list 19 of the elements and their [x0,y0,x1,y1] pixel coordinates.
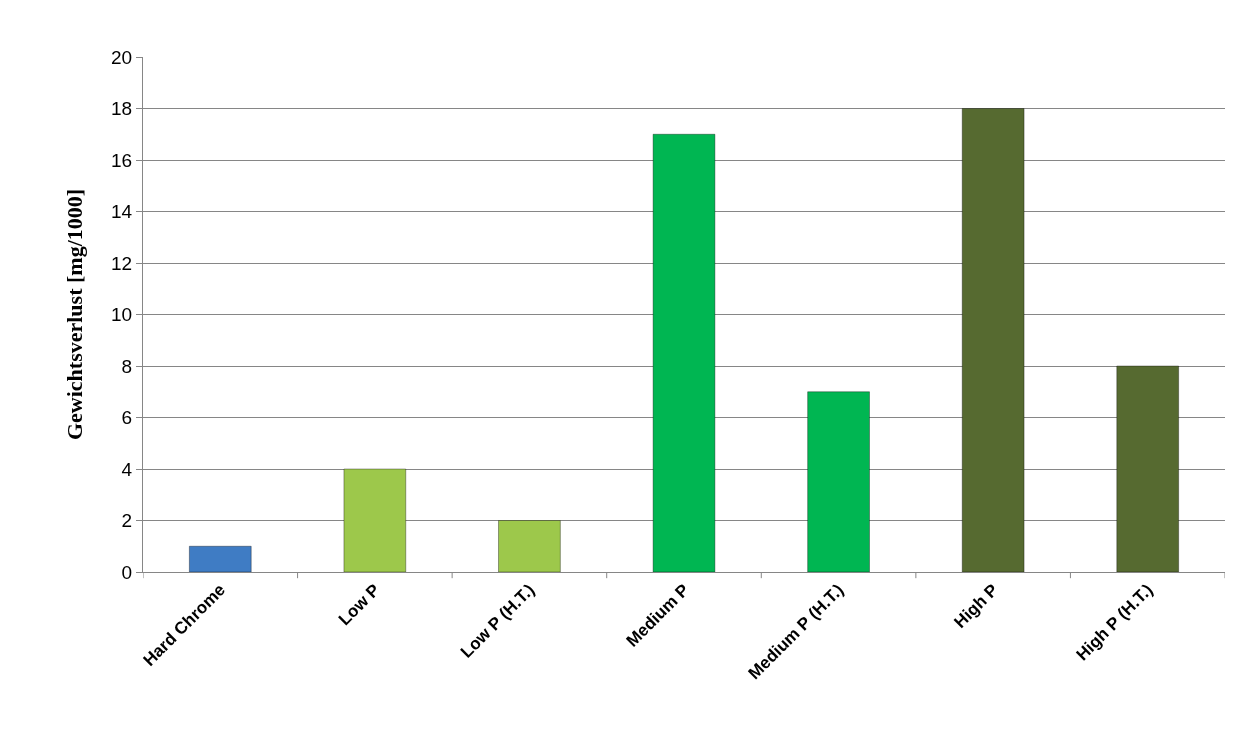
y-axis-title: Gewichtsverlust [mg/1000] [61,188,87,441]
bar [652,133,716,572]
bar [807,391,870,572]
y-tick-label: 4 [121,458,133,480]
y-tick-label: 10 [111,304,133,326]
bar [961,108,1025,572]
y-tick-label: 0 [121,561,133,583]
y-tick-label: 2 [121,510,133,532]
y-tick-label: 8 [121,355,133,377]
bar [1116,365,1180,572]
y-tick-label: 20 [111,46,133,68]
bar [343,468,407,572]
y-tick-label: 6 [121,407,133,429]
bar [498,520,561,572]
y-tick-label: 12 [111,252,133,274]
y-tick-label: 18 [111,98,133,120]
y-tick-label: 14 [111,201,133,223]
y-tick-label: 16 [111,149,133,171]
bar [188,545,252,572]
